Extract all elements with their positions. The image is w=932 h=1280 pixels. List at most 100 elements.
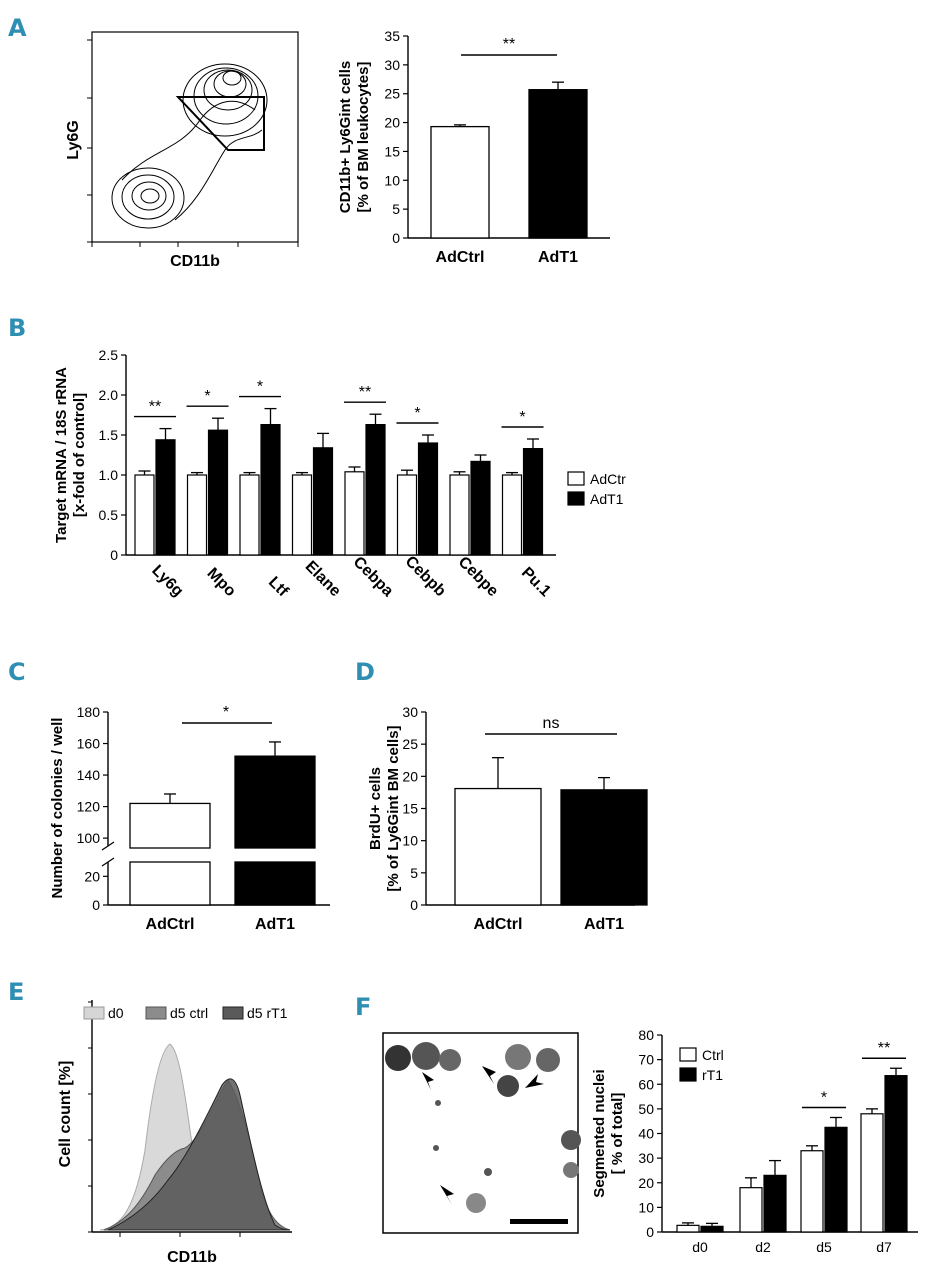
debris	[433, 1145, 439, 1151]
y-tick-label: 15	[402, 801, 418, 817]
bar-adctr-cebpa	[344, 471, 365, 556]
bar-adt1-cebpb	[417, 442, 439, 556]
bar-lower-adt1	[234, 861, 316, 906]
x-tick-label: AdCtrl	[474, 916, 523, 933]
significance-label: **	[149, 399, 161, 416]
contour-band	[174, 129, 263, 221]
bar-adt1-ltf	[260, 424, 281, 556]
arrowhead	[525, 1074, 544, 1088]
legend-label-rt1: rT1	[702, 1067, 723, 1083]
bar-ctrl-d7	[860, 1113, 884, 1233]
panel-label-f: F	[355, 993, 371, 1021]
legend-swatch-rt1	[679, 1067, 697, 1082]
y-tick-label: 100	[77, 830, 101, 846]
bar-upper-adctrl	[129, 802, 211, 849]
x-tick-label: d7	[876, 1239, 892, 1255]
y-tick-label: 2.0	[99, 387, 119, 403]
contour-ring	[131, 181, 167, 211]
panel-label-b: B	[8, 314, 26, 342]
y-axis-label: Target mRNA / 18S rRNA[x-fold of control…	[53, 367, 88, 543]
significance-label: ns	[543, 715, 560, 732]
y-tick-label: 0	[392, 230, 400, 246]
cell-nucleus	[466, 1193, 486, 1213]
bar-adt1-pu.1	[522, 448, 544, 556]
contour-ring	[111, 167, 185, 229]
legend-label-d5-ctrl: d5 ctrl	[170, 1005, 208, 1021]
contour-ring	[203, 69, 253, 111]
bar-rt1-d5	[824, 1126, 848, 1233]
contour-ring	[222, 70, 242, 86]
bar-adctr-pu.1	[501, 474, 523, 556]
chart-a: 0 5 10 15 20 25 30 35 AdCtrl AdT1 ** CD11b+ Ly6Gint…	[337, 28, 610, 266]
legend-label-d0: d0	[108, 1005, 124, 1021]
significance-label: **	[878, 1040, 890, 1057]
y-tick-label: 1.0	[99, 467, 119, 483]
y-axis-label: CD11b+ Ly6Gint cells[% of BM leukocytes]	[337, 61, 372, 213]
x-tick-label: Cebpa	[350, 554, 397, 601]
y-axis-label: Number of colonies / well	[49, 718, 66, 899]
bar-adt1-cebpa	[365, 424, 386, 556]
chart-f: 0 10 20 30 40 50 60 70 80 d0 d2 * d5 ** d7 Ctrl rT1 Segme…	[591, 1027, 918, 1255]
y-tick-label: 70	[638, 1052, 654, 1068]
y-tick-label: 50	[638, 1101, 654, 1117]
significance-label: *	[821, 1089, 827, 1106]
legend-swatch-d0	[83, 1006, 105, 1020]
x-tick-label: AdCtrl	[146, 916, 195, 933]
segmented-nuclei-micrograph	[382, 1032, 581, 1234]
bar-adt1	[560, 789, 648, 906]
y-axis-label: Segmented nuclei[ % of total]	[591, 1069, 626, 1197]
bar-adctr-mpo	[186, 474, 208, 556]
y-tick-label: 2.5	[99, 347, 119, 363]
bar-ctrl-d2	[739, 1187, 763, 1233]
x-tick-label: Ly6g	[148, 562, 186, 600]
y-tick-label: 180	[77, 704, 101, 720]
bar-lower-adctrl	[129, 861, 211, 906]
bar-adt1-mpo	[207, 429, 229, 556]
flow-y-label: Ly6G	[65, 120, 82, 159]
y-tick-label: 30	[384, 57, 400, 73]
cell-nucleus	[385, 1045, 411, 1071]
x-tick-label: AdT1	[584, 916, 624, 933]
x-tick-label: AdT1	[255, 916, 295, 933]
legend-swatch-adctr	[567, 471, 585, 486]
contour-ring	[182, 63, 268, 137]
bar-ctrl-d5	[800, 1150, 824, 1233]
y-tick-label: 140	[77, 767, 101, 783]
contour-ring	[121, 174, 175, 220]
cell-nucleus	[439, 1049, 461, 1071]
cell-nucleus	[412, 1042, 440, 1070]
y-tick-label: 15	[384, 143, 400, 159]
y-tick-label: 5	[410, 865, 418, 881]
y-tick-label: 30	[638, 1150, 654, 1166]
panel-label-a: A	[8, 14, 27, 42]
y-tick-label: 5	[392, 201, 400, 217]
x-tick-label: Elane	[302, 558, 344, 600]
y-tick-label: 0	[92, 897, 100, 913]
significance-label: **	[503, 36, 515, 53]
y-tick-label: 25	[384, 86, 400, 102]
bar-adctr-ltf	[239, 474, 260, 556]
y-tick-label: 80	[638, 1027, 654, 1043]
flow-x-label: CD11b	[170, 253, 220, 270]
contour-ring	[140, 188, 160, 204]
significance-label: *	[257, 379, 263, 396]
y-tick-label: 1.5	[99, 427, 119, 443]
y-tick-label: 25	[402, 736, 418, 752]
significance-label: *	[223, 704, 229, 721]
legend-label-ctrl: Ctrl	[702, 1047, 724, 1063]
y-tick-label: 0	[410, 897, 418, 913]
bar-rt1-d2	[763, 1174, 787, 1233]
x-tick-label: AdCtrl	[436, 249, 485, 266]
y-tick-label: 60	[638, 1076, 654, 1092]
x-tick-label: Mpo	[204, 565, 239, 600]
y-tick-label: 20	[638, 1175, 654, 1191]
y-axis-label: BrdU+ cells[% of Ly6Gint BM cells]	[367, 725, 402, 891]
legend-label-adctr: AdCtr	[590, 471, 626, 487]
flow-contour-plot: CD11b Ly6G	[65, 31, 299, 270]
histogram-x-label: CD11b	[167, 1249, 217, 1266]
chart-b: 00.51.01.52.02.5**Ly6g*Mpo*Ltf Elane**Ceb…	[53, 347, 626, 601]
bar-upper-adt1	[234, 755, 316, 849]
bar-rt1-d7	[884, 1075, 908, 1233]
bar-adt1-ly6g	[155, 439, 176, 556]
